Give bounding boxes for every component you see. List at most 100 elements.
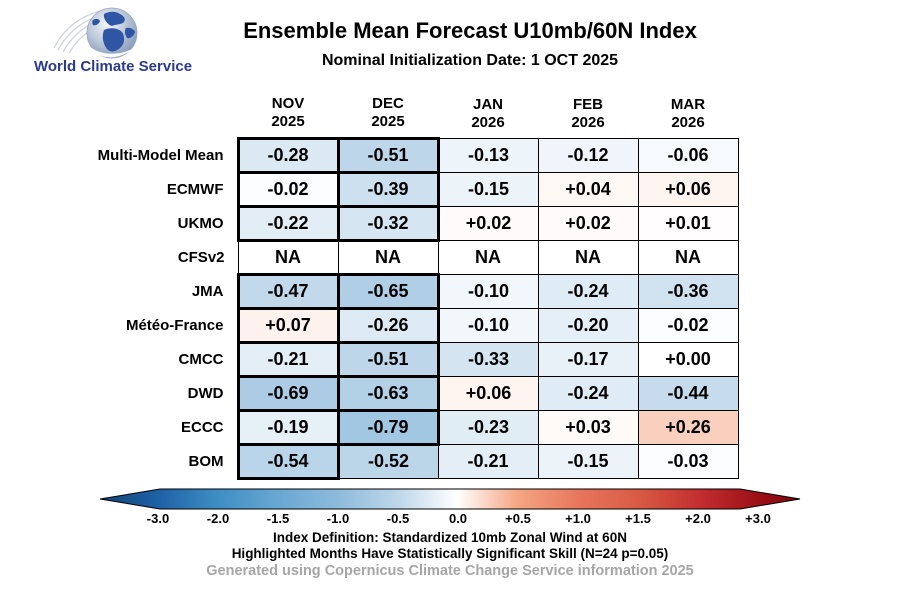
column-month: JAN (472, 95, 503, 113)
value-cell: -0.36 (637, 273, 739, 309)
value-cell: +0.02 (537, 205, 639, 241)
table-row: CFSv2 NA NA NA NA NA (28, 239, 739, 275)
value-cell: -0.17 (537, 341, 639, 377)
value-cell: +0.02 (437, 205, 539, 241)
value-cell: -0.54 (236, 442, 340, 480)
value-cell: +0.06 (637, 171, 739, 207)
column-header-nov: NOV 2025 (238, 90, 338, 138)
value-cell: -0.24 (537, 273, 639, 309)
index-definition: Index Definition: Standardized 10mb Zona… (273, 530, 627, 545)
row-label: BOM (28, 444, 238, 478)
value-cell: -0.63 (336, 374, 440, 412)
value-cell: -0.32 (336, 204, 440, 242)
colorbar-tick: -1.5 (266, 511, 290, 526)
value-cell: -0.10 (437, 273, 539, 309)
value-cell: -0.51 (336, 340, 440, 378)
value-cell: -0.15 (537, 443, 639, 479)
header-row: NOV 2025 DEC 2025 JAN 2026 FEB 2026 MAR 2026 (28, 90, 738, 138)
column-header-jan: JAN 2026 (438, 90, 538, 138)
table-body: Multi-Model Mean -0.28 -0.51 -0.13 -0.12 -0.0… (28, 136, 739, 480)
value-cell: -0.26 (336, 306, 440, 344)
value-cell: -0.44 (637, 375, 739, 411)
table-row: Météo-France +0.07 -0.26 -0.10 -0.20 -0.02 (28, 306, 739, 344)
value-cell: +0.03 (537, 409, 639, 445)
colorbar (99, 488, 801, 510)
column-year: 2026 (671, 113, 705, 131)
value-cell: -0.13 (437, 137, 539, 173)
value-cell: NA (237, 239, 339, 275)
row-label: UKMO (28, 206, 238, 240)
colorbar-tick: -1.0 (326, 511, 350, 526)
value-cell: -0.21 (236, 340, 340, 378)
value-cell: NA (537, 239, 639, 275)
value-cell: -0.47 (236, 272, 340, 310)
significance-note: Highlighted Months Have Statistically Si… (231, 546, 669, 561)
value-cell: +0.07 (236, 306, 340, 344)
value-cell: NA (437, 239, 539, 275)
figure-title: Ensemble Mean Forecast U10mb/60N Index (243, 18, 697, 43)
value-cell: -0.06 (637, 137, 739, 173)
value-cell: +0.06 (437, 375, 539, 411)
value-cell: -0.24 (537, 375, 639, 411)
colorbar-tick: +1.5 (625, 511, 651, 526)
row-label: JMA (28, 274, 238, 308)
column-year: 2025 (271, 112, 305, 130)
table-row: Multi-Model Mean -0.28 -0.51 -0.13 -0.12 -0.0… (28, 136, 739, 174)
table-row: BOM -0.54 -0.52 -0.21 -0.15 -0.03 (28, 442, 739, 480)
value-cell: -0.28 (236, 136, 340, 174)
brand-text: World Climate Service (33, 58, 193, 75)
value-cell: -0.10 (437, 307, 539, 343)
value-cell: -0.02 (236, 170, 340, 208)
value-cell: -0.22 (236, 204, 340, 242)
value-cell: +0.01 (637, 205, 739, 241)
value-cell: -0.51 (336, 136, 440, 174)
value-cell: -0.69 (236, 374, 340, 412)
globe-icon (53, 7, 138, 59)
colorbar-tick: +3.0 (745, 511, 771, 526)
value-cell: -0.33 (437, 341, 539, 377)
value-cell: +0.26 (637, 409, 739, 445)
value-cell: NA (637, 239, 739, 275)
value-cell: -0.52 (337, 443, 439, 479)
column-header-feb: FEB 2026 (538, 90, 638, 138)
table-row: UKMO -0.22 -0.32 +0.02 +0.02 +0.01 (28, 204, 739, 242)
row-label: ECCC (28, 410, 238, 444)
value-cell: -0.23 (437, 409, 539, 445)
value-cell: +0.00 (637, 341, 739, 377)
row-label: ECMWF (28, 172, 238, 206)
row-label: CFSv2 (28, 240, 238, 274)
colorbar-tick: -0.5 (386, 511, 410, 526)
table-row: CMCC -0.21 -0.51 -0.33 -0.17 +0.00 (28, 340, 739, 378)
forecast-table: NOV 2025 DEC 2025 JAN 2026 FEB 2026 MAR 2026 Mult… (28, 90, 739, 480)
table-row: ECMWF -0.02 -0.39 -0.15 +0.04 +0.06 (28, 170, 739, 208)
table-row: JMA -0.47 -0.65 -0.10 -0.24 -0.36 (28, 272, 739, 310)
value-cell: -0.15 (437, 171, 539, 207)
colorbar-tick: +0.5 (505, 511, 531, 526)
table-row: DWD -0.69 -0.63 +0.06 -0.24 -0.44 (28, 374, 739, 412)
column-month: FEB (573, 95, 603, 113)
init-date-subtitle: Nominal Initialization Date: 1 OCT 2025 (321, 52, 619, 69)
value-cell: -0.12 (537, 137, 639, 173)
colorbar-tick: +2.0 (685, 511, 711, 526)
wcs-logo: World Climate Service (24, 4, 202, 75)
row-label: CMCC (28, 342, 238, 376)
colorbar-ticks: -3.0 -2.0 -1.5 -1.0 -0.5 0.0 +0.5 +1.0 +1.5 +2.0 +… (98, 511, 808, 529)
row-label: DWD (28, 376, 238, 410)
column-month: DEC (372, 94, 404, 112)
column-month: NOV (271, 94, 305, 112)
colorbar-arrow-shape (99, 488, 801, 510)
colorbar-tick: +1.0 (565, 511, 591, 526)
value-cell: -0.19 (236, 408, 340, 446)
value-cell: -0.39 (336, 170, 440, 208)
column-year: 2026 (571, 113, 605, 131)
colorbar-tick: -2.0 (206, 511, 230, 526)
row-label: Météo-France (28, 308, 238, 342)
value-cell: -0.65 (336, 272, 440, 310)
value-cell: +0.04 (537, 171, 639, 207)
table-row: ECCC -0.19 -0.79 -0.23 +0.03 +0.26 (28, 408, 739, 446)
header-corner (28, 90, 238, 138)
column-year: 2026 (471, 113, 505, 131)
colorbar-tick: -3.0 (146, 511, 170, 526)
column-header-dec: DEC 2025 (338, 90, 438, 138)
